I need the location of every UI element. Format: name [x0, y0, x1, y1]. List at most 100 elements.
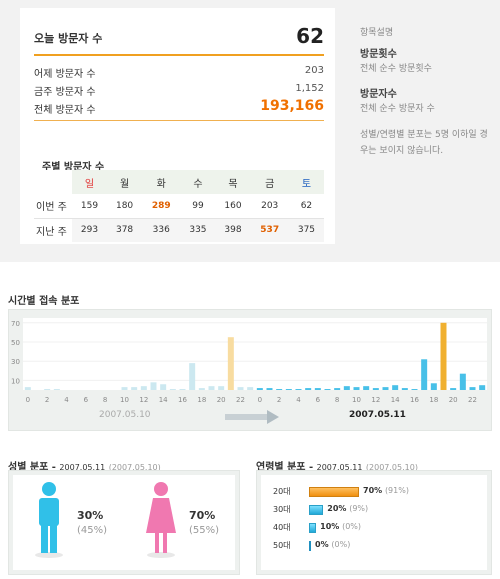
bar: [295, 389, 302, 390]
male-pct: 30%: [77, 509, 104, 522]
x-tick-label: 2: [45, 396, 49, 404]
gender-panel: 30% (45%) 70% (55%): [8, 470, 240, 575]
day-header: 화: [142, 170, 181, 194]
y-tick-label: 50: [11, 339, 20, 347]
age-title: 연령별 분포 - 2007.05.11 (2007.05.10): [256, 462, 418, 473]
age-title-text: 연령별 분포: [256, 462, 306, 473]
day-header: 목: [215, 170, 251, 194]
x-tick-label: 4: [64, 396, 69, 404]
bar: [198, 388, 205, 390]
x-tick-label: 18: [429, 396, 438, 404]
gender-title-text: 성별 분포: [8, 462, 49, 473]
x-tick-label: 22: [236, 396, 245, 404]
bar: [218, 386, 225, 390]
total-visitors-row: 전체 방문자 수 193,166: [34, 98, 324, 116]
stat-value: 203: [304, 65, 324, 76]
bar: [421, 359, 428, 390]
age-label: 20대: [273, 487, 291, 496]
y-tick-label: 10: [11, 377, 20, 385]
x-tick-label: 2: [277, 396, 281, 404]
stat-value: 1,152: [295, 83, 324, 94]
bar: [121, 387, 128, 390]
table-cell: 378: [107, 218, 143, 242]
hourly-chart: 70 50 30 10 0 2 4 6 8 10 12 14 16 18 20 22 0 2 4 6 8 10 12 14 16…: [11, 318, 487, 424]
x-tick-label: 6: [84, 396, 89, 404]
visitor-summary-card: 오늘 방문자 수 62 어제 방문자 수 203 금주 방문자 수 1,152 …: [20, 8, 335, 244]
bar: [276, 389, 283, 390]
table-cell: 289: [142, 194, 181, 219]
bar: [343, 386, 350, 390]
x-tick-label: 16: [178, 396, 187, 404]
bar: [150, 382, 157, 390]
help-term: 방문자수: [360, 89, 397, 100]
today-visitors-label: 오늘 방문자 수: [34, 32, 103, 45]
bar: [189, 363, 196, 390]
divider: [34, 120, 324, 121]
age-bar: [309, 541, 311, 551]
bar: [363, 386, 370, 390]
bar: [430, 383, 437, 390]
female-pct: 70%: [189, 509, 216, 522]
age-row: 50대 0% (0%): [273, 539, 483, 553]
row-label: 지난 주: [34, 218, 72, 242]
help-desc: 전체 순수 방문횟수: [360, 64, 432, 74]
y-tick-label: 70: [11, 320, 20, 328]
bar: [334, 388, 341, 390]
age-pct: 20% (9%): [327, 504, 369, 513]
x-tick-label: 20: [217, 396, 226, 404]
bar: [314, 388, 321, 390]
bar: [401, 388, 408, 390]
bar: [285, 389, 292, 390]
age-bar: [309, 523, 317, 533]
bar: [440, 322, 447, 390]
x-tick-label: 12: [139, 396, 148, 404]
age-row: 40대 10% (0%): [273, 521, 483, 535]
age-pct: 0% (0%): [315, 540, 351, 549]
age-pct: 70% (91%): [363, 486, 409, 495]
stat-label: 전체 방문자 수: [34, 105, 96, 116]
table-cell: 203: [250, 194, 289, 219]
age-row: 30대 20% (9%): [273, 503, 483, 517]
yesterday-visitors-row: 어제 방문자 수 203: [34, 62, 324, 80]
age-bar: [309, 487, 359, 497]
female-icon: [146, 482, 176, 558]
x-tick-label: 14: [391, 396, 400, 404]
bar: [353, 387, 360, 390]
bar: [305, 388, 312, 390]
bar: [160, 384, 167, 390]
table-row: 지난 주 293 378 336 335 398 537 375: [34, 218, 324, 242]
curr-date-label: 2007.05.11: [349, 410, 406, 420]
bar: [169, 389, 176, 390]
table-cell: 293: [72, 218, 108, 242]
table-cell: 180: [107, 194, 143, 219]
x-tick-label: 10: [352, 396, 361, 404]
x-tick-label: 12: [371, 396, 380, 404]
day-header: 수: [180, 170, 216, 194]
table-row: 이번 주 159 180 289 99 160 203 62: [34, 194, 324, 219]
x-tick-label: 14: [159, 396, 168, 404]
male-pct-prev: (45%): [77, 525, 108, 536]
bar: [140, 386, 147, 390]
bar: [44, 389, 51, 390]
bar: [179, 389, 186, 390]
bar: [208, 386, 215, 390]
help-desc: 전체 순수 방문자 수: [360, 104, 435, 114]
bar: [411, 389, 418, 390]
table-cell: 336: [142, 218, 181, 242]
day-header: 일: [72, 170, 108, 194]
today-visitors-value: 62: [296, 24, 324, 48]
table-cell: 99: [180, 194, 216, 219]
table-cell: 160: [215, 194, 251, 219]
help-note: 성별/연령별 분포는 5명 이하일 경우는 보이지 않습니다.: [360, 130, 488, 156]
bar: [53, 389, 60, 390]
x-tick-label: 22: [468, 396, 477, 404]
hourly-chart-panel: 70 50 30 10 0 2 4 6 8 10 12 14 16 18 20 22 0 2 4 6 8 10 12 14 16…: [8, 309, 492, 431]
gender-title: 성별 분포 - 2007.05.11 (2007.05.10): [8, 462, 161, 473]
row-label: 이번 주: [34, 194, 72, 219]
x-tick-label: 0: [26, 396, 30, 404]
stat-label: 금주 방문자 수: [34, 87, 96, 98]
bar: [469, 387, 476, 390]
bar: [24, 387, 31, 390]
table-cell: 398: [215, 218, 251, 242]
divider: [34, 54, 324, 56]
